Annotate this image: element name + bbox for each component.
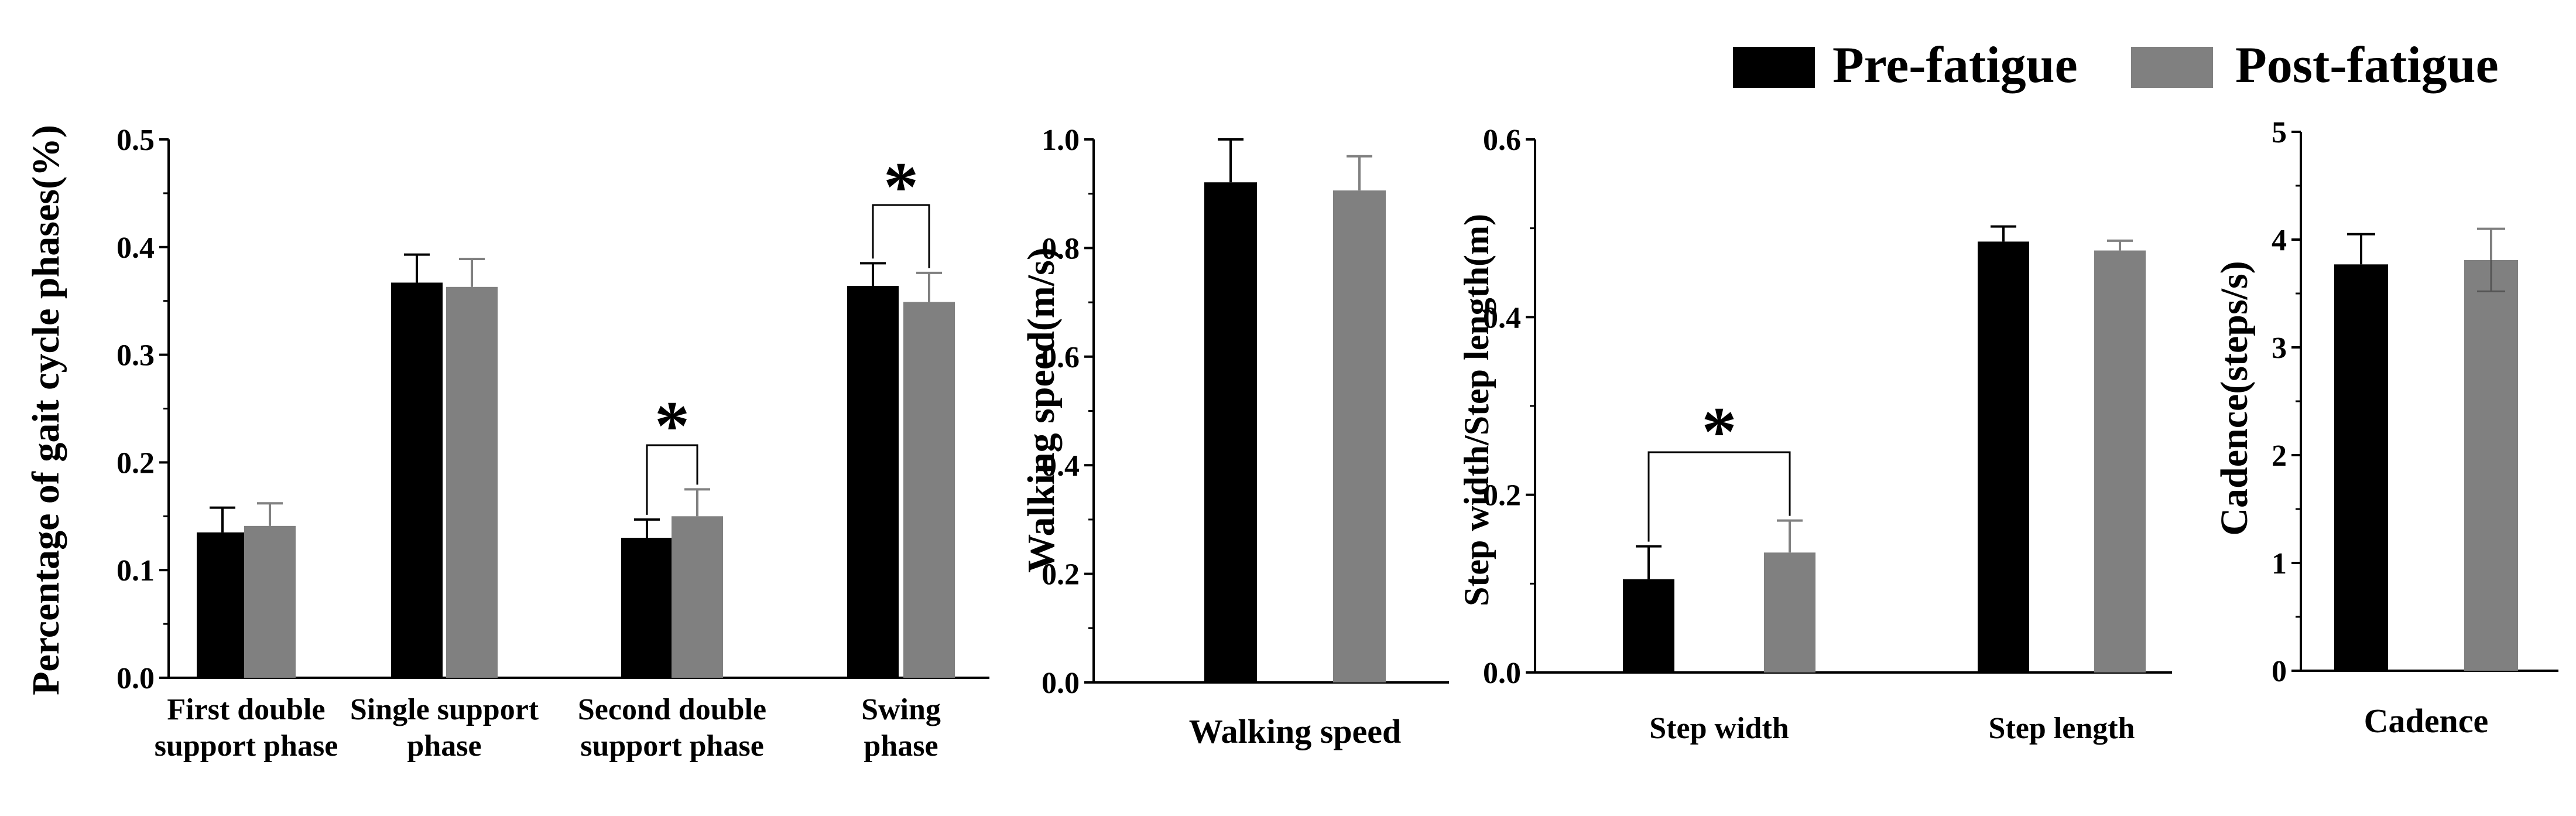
y-tick-label: 0.2 bbox=[1042, 558, 1080, 592]
legend-swatch-post-fatigue bbox=[2131, 47, 2213, 88]
y-tick-label: 0 bbox=[2272, 655, 2287, 688]
x-category-label-first-double-support-phase: support phase bbox=[155, 729, 338, 763]
significance-star: * bbox=[1702, 392, 1737, 470]
x-category-label-single-support-phase: phase bbox=[407, 729, 481, 763]
x-category-label-single-support-phase: Single support bbox=[350, 693, 539, 726]
bar-pre-fatigue-step-length bbox=[1978, 241, 2029, 673]
y-tick-label: 5 bbox=[2272, 116, 2287, 149]
y-tick-label: 0.4 bbox=[117, 231, 155, 265]
y-tick-label: 2 bbox=[2272, 439, 2287, 473]
bar-post-fatigue-single-support-phase bbox=[446, 286, 498, 678]
legend-swatch-pre-fatigue bbox=[1733, 47, 1815, 88]
y-tick-label: 0.3 bbox=[117, 339, 155, 373]
y-tick-label: 0.2 bbox=[1483, 479, 1521, 513]
y-tick-label: 0.0 bbox=[1483, 657, 1521, 690]
y-tick-label: 0.5 bbox=[117, 124, 155, 157]
bar-post-fatigue-step-width bbox=[1764, 552, 1815, 672]
chart-cadence: 0 1 2 3 4 5 Cadence bbox=[2272, 116, 2558, 740]
significance-star: * bbox=[883, 148, 919, 226]
bar-pre-fatigue-first-double-support-phase bbox=[197, 532, 248, 678]
bar-post-fatigue-swing-phase bbox=[903, 302, 955, 678]
x-category-label-cadence: Cadence bbox=[2364, 702, 2489, 740]
x-category-label-step-length: Step length bbox=[1989, 712, 2135, 745]
chart-step-width-length: 0.0 0.2 0.4 0.6 Step width Step length * bbox=[1483, 124, 2172, 745]
x-category-label-walking-speed: Walking speed bbox=[1189, 712, 1402, 750]
x-category-label-swing-phase: phase bbox=[864, 729, 938, 763]
x-category-label-swing-phase: Swing bbox=[861, 693, 941, 726]
y-tick-label: 3 bbox=[2272, 332, 2287, 365]
bar-post-fatigue-cadence bbox=[2464, 260, 2518, 671]
significance-bracket bbox=[646, 444, 698, 515]
legend-label-pre-fatigue: Pre-fatigue bbox=[1832, 37, 2078, 94]
bar-post-fatigue-step-length bbox=[2094, 250, 2146, 672]
significance-bracket bbox=[1647, 451, 1791, 542]
bar-pre-fatigue-step-width bbox=[1623, 579, 1674, 672]
chart-walking-speed: 0.0 0.2 0.4 0.6 0.8 1.0 Walking speed bbox=[1042, 124, 1449, 750]
legend: Pre-fatigue Post-fatigue bbox=[1733, 37, 2499, 94]
x-category-label-step-width: Step width bbox=[1649, 712, 1789, 745]
significance-bracket bbox=[872, 204, 930, 268]
y-tick-label: 1.0 bbox=[1042, 124, 1080, 157]
y-tick-label: 0.1 bbox=[117, 554, 155, 588]
x-category-label-second-double-support-phase: support phase bbox=[580, 729, 764, 763]
x-category-label-second-double-support-phase: Second double bbox=[578, 693, 766, 726]
y-axis-label-cadence: Cadence(steps/s) bbox=[2213, 261, 2256, 535]
bar-pre-fatigue-second-double-support-phase bbox=[621, 538, 673, 678]
y-tick-label: 4 bbox=[2272, 224, 2287, 257]
bar-pre-fatigue-swing-phase bbox=[847, 285, 899, 678]
y-tick-label: 0.2 bbox=[117, 446, 155, 480]
bar-post-fatigue-second-double-support-phase bbox=[672, 516, 723, 678]
y-tick-label: 0.8 bbox=[1042, 232, 1080, 265]
y-axis-label-walking-speed: Walking speed(m/s) bbox=[1020, 247, 1063, 573]
y-tick-label: 0.6 bbox=[1483, 124, 1521, 157]
bar-post-fatigue-first-double-support-phase bbox=[244, 525, 296, 678]
y-axis-label-gait-phases: Percentage of gait cycle phases(%) bbox=[25, 125, 67, 695]
y-tick-label: 1 bbox=[2272, 547, 2287, 581]
bar-pre-fatigue-cadence bbox=[2334, 264, 2388, 671]
bar-pre-fatigue-walking-speed bbox=[1204, 182, 1257, 682]
legend-label-post-fatigue: Post-fatigue bbox=[2235, 37, 2499, 94]
y-tick-label: 0.4 bbox=[1042, 449, 1080, 483]
bar-post-fatigue-walking-speed bbox=[1333, 190, 1386, 682]
y-axis-label-step: Step width/Step length(m) bbox=[1457, 214, 1496, 606]
y-tick-label: 0.4 bbox=[1483, 301, 1521, 334]
y-tick-label: 0.0 bbox=[117, 662, 155, 695]
y-tick-label: 0.0 bbox=[1042, 667, 1080, 700]
x-category-label-first-double-support-phase: First double bbox=[167, 693, 325, 726]
y-tick-label: 0.6 bbox=[1042, 341, 1080, 374]
significance-star: * bbox=[655, 387, 690, 465]
bar-pre-fatigue-single-support-phase bbox=[391, 282, 443, 678]
